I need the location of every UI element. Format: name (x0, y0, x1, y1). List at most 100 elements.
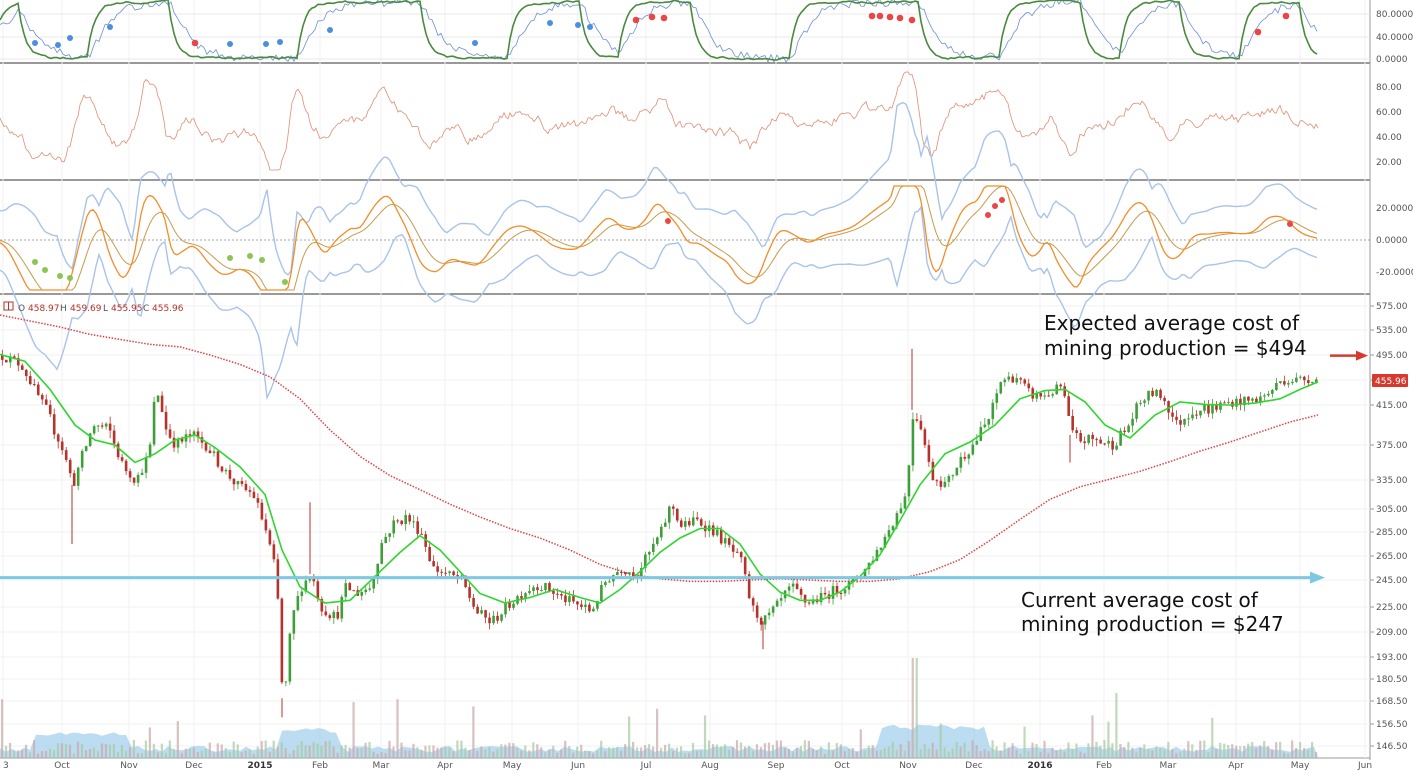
last-price-tag-bg (1372, 374, 1408, 387)
volume-bar (236, 744, 239, 758)
stoch-dot-red (1254, 28, 1262, 36)
volume-bar (1287, 753, 1290, 758)
volume-bar (759, 747, 763, 758)
volume-bar (84, 749, 88, 758)
stoch-dot-red (660, 14, 668, 22)
candle-body (292, 610, 296, 634)
volume-bar (496, 749, 499, 758)
volume-bar (172, 748, 175, 758)
candle-body (667, 506, 671, 523)
volume-bar (683, 752, 687, 758)
volume-bar (584, 750, 587, 758)
volume-bar (432, 745, 435, 758)
candle-body (1179, 420, 1182, 425)
stoch-dot-blue (587, 24, 593, 30)
candle-body (660, 526, 663, 538)
candle-body (943, 481, 947, 487)
candle-body (1139, 402, 1142, 404)
volume-bar (727, 749, 731, 758)
candle-body (60, 441, 64, 451)
candle-body (719, 529, 723, 544)
volume-bar (440, 747, 443, 758)
y-tick-label-price: 495.00 (1376, 351, 1408, 361)
volume-bar (512, 743, 515, 758)
candle-body (767, 612, 771, 616)
candle-body (779, 598, 783, 601)
volume-bar (851, 747, 854, 758)
candle-body (56, 434, 60, 442)
volume-bar (715, 744, 719, 758)
candle-body (300, 591, 304, 596)
x-tick-label: Apr (1228, 761, 1244, 771)
candle-body (580, 604, 583, 608)
candle-body (540, 589, 543, 591)
volume-bar (652, 746, 655, 758)
candle-body (1307, 380, 1310, 384)
candle-body (795, 583, 799, 589)
volume-bar (1155, 746, 1158, 758)
candle-body (1263, 395, 1266, 397)
candle-body (20, 365, 24, 370)
candle-body (144, 457, 148, 473)
y-axis-labels: 575.00535.00495.00455.00415.00375.00335.… (1370, 10, 1413, 752)
stoch-dot-blue (263, 41, 269, 47)
annotation-expected-line1: Expected average cost of (1044, 311, 1300, 335)
volume-bar (392, 746, 395, 758)
volume-bar (32, 740, 36, 758)
candle-body (124, 460, 128, 472)
x-axis-labels: 3 Oct Nov Dec 2015 Feb Mar Apr May Jun Jul Aug Sep Oc… (3, 761, 1372, 771)
x-tick-label: Jun (1357, 761, 1372, 771)
volume-bar (887, 746, 890, 758)
y-tick-label-price: 193.00 (1376, 653, 1408, 663)
volume-bar (931, 742, 934, 758)
candle-body (991, 402, 995, 419)
candle-body (1127, 425, 1130, 433)
x-tick-label: Oct (834, 761, 850, 771)
stoch-dot-blue (575, 22, 581, 28)
volume-bar (731, 747, 735, 758)
volume-bar (304, 745, 307, 758)
candle-body (1031, 388, 1035, 399)
volume-bar (384, 753, 387, 758)
volume-bar (616, 747, 619, 758)
candle-body (1083, 441, 1086, 443)
stoch-dot-blue (55, 42, 61, 48)
volume-bar (192, 747, 195, 758)
candle-body (955, 467, 959, 476)
candle-body (1, 355, 4, 360)
volume-bar (1211, 717, 1214, 758)
volume-bar (660, 747, 663, 758)
volume-bar (396, 699, 399, 758)
volume-bar (835, 742, 838, 758)
candle-body (436, 566, 439, 572)
volume-bar (819, 746, 822, 758)
volume-bar (608, 747, 611, 758)
candle-body (328, 615, 332, 619)
volume-bar (1199, 740, 1202, 758)
candle-body (1171, 412, 1174, 417)
volume-bar (735, 740, 739, 758)
macd-dot-red (999, 197, 1005, 203)
ohlc-l-label: L (103, 304, 108, 314)
candle-body (999, 382, 1003, 394)
volume-bar (711, 744, 715, 758)
volume-bar (552, 745, 555, 758)
candle-body (1071, 415, 1074, 431)
volume-bar (1047, 752, 1050, 758)
cost-lines (0, 350, 1368, 584)
volume-bar (564, 740, 567, 758)
candle-body (1247, 396, 1250, 401)
candle-body (520, 596, 523, 599)
candle-body (136, 474, 140, 483)
candle-body (971, 444, 975, 455)
candle-body (484, 610, 487, 618)
rsi-panel (0, 71, 1319, 171)
volume-bar (1275, 742, 1278, 758)
candle-body (1143, 400, 1146, 403)
volume-bar (707, 740, 711, 758)
volume-bar (891, 741, 894, 758)
volume-bar (1187, 741, 1190, 758)
y-tick-label-stoch: 80.0000 (1376, 10, 1413, 20)
y-tick-label-price: 168.50 (1376, 697, 1408, 707)
volume-bar (416, 747, 419, 758)
